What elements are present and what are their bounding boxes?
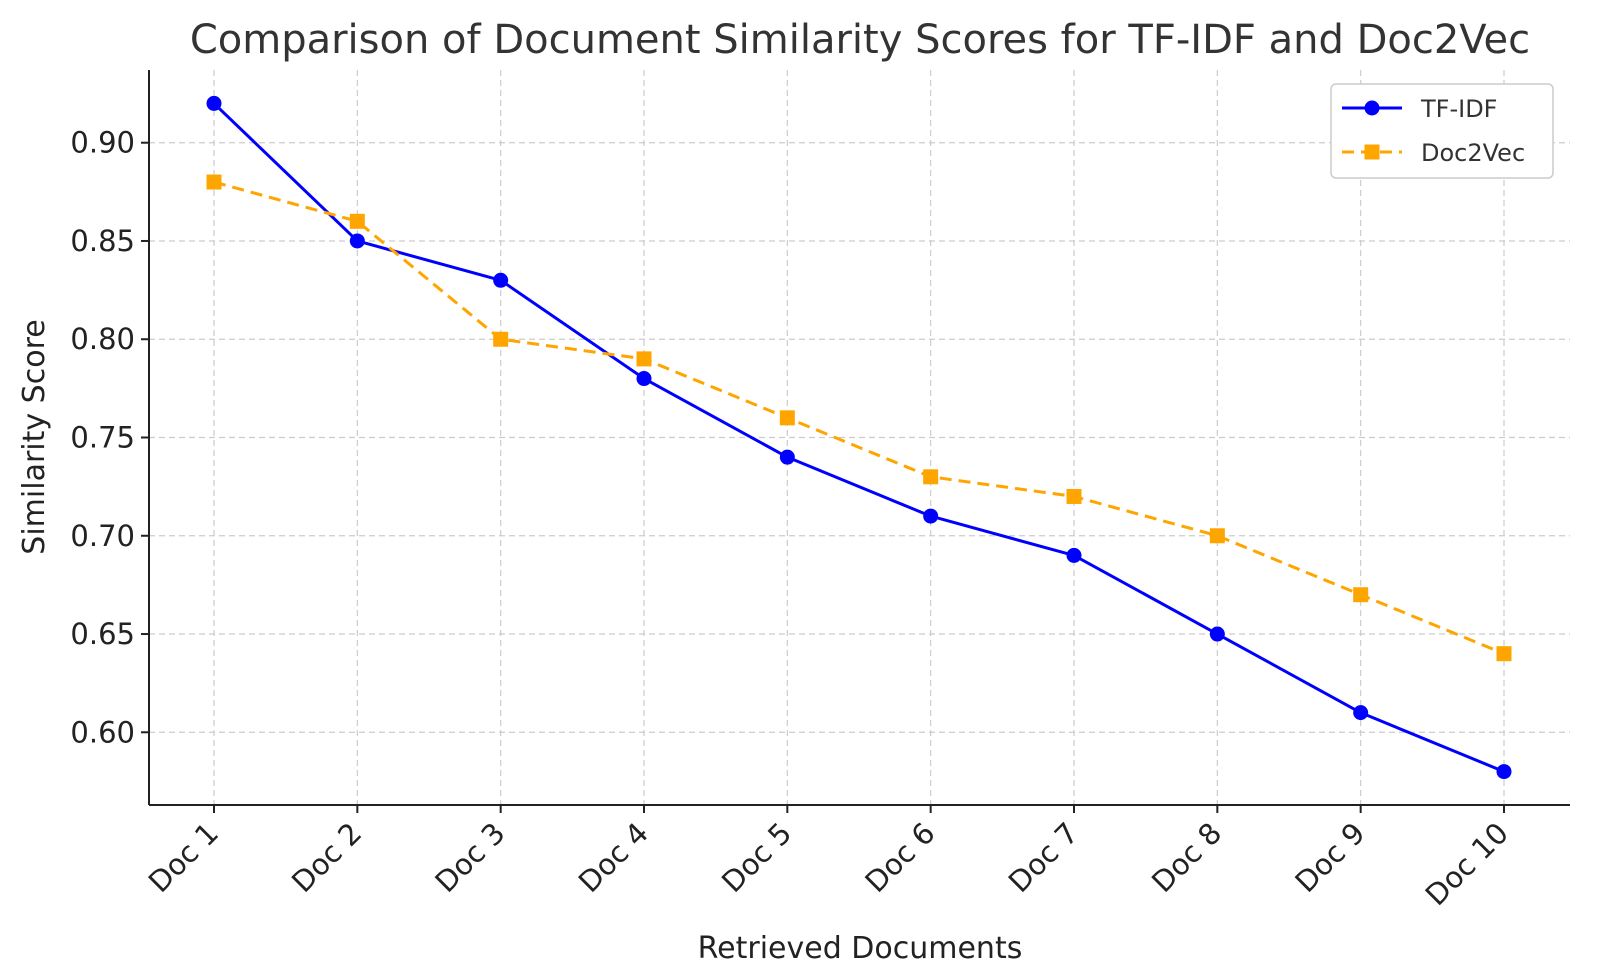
legend-marker	[1364, 100, 1380, 116]
data-point	[923, 508, 939, 524]
data-point	[636, 371, 652, 387]
data-point	[1066, 547, 1082, 563]
data-point	[493, 272, 509, 288]
data-point	[1353, 705, 1369, 721]
y-tick-label: 0.85	[70, 224, 135, 258]
data-point	[1496, 646, 1512, 662]
series-tf-idf	[206, 95, 1512, 780]
y-tick-label: 0.65	[70, 617, 135, 651]
legend-marker	[1364, 144, 1380, 160]
x-tick-label: Doc 9	[1288, 816, 1371, 899]
x-ticks: Doc 1 Doc 2 Doc 3 Doc 4 Doc 5 Doc 6 Doc 7 Doc 8…	[142, 805, 1515, 912]
legend: TF-IDF Doc2Vec	[1330, 83, 1554, 179]
x-tick-label: Doc 8	[1145, 816, 1228, 899]
x-tick-label: Doc 6	[858, 816, 941, 899]
y-tick-label: 0.90	[70, 126, 135, 160]
legend-label: TF-IDF	[1420, 95, 1498, 123]
y-tick-label: 0.70	[70, 519, 135, 553]
y-tick-label: 0.80	[70, 322, 135, 356]
y-tick-label: 0.60	[70, 715, 135, 749]
data-point	[349, 233, 365, 249]
chart-title: Comparison of Document Similarity Scores…	[190, 17, 1530, 63]
x-tick-label: Doc 4	[572, 816, 655, 899]
grid-lines	[149, 70, 1570, 805]
legend-item: TF-IDF	[1342, 95, 1498, 123]
y-tick-label: 0.75	[70, 421, 135, 455]
data-point	[206, 174, 222, 190]
data-point	[636, 351, 652, 367]
series-line	[212, 102, 1505, 773]
data-point	[206, 95, 222, 111]
x-tick-label: Doc 1	[142, 816, 225, 899]
x-tick-label: Doc 3	[428, 816, 511, 899]
series-line	[213, 180, 1505, 656]
y-axis-label: Similarity Score	[17, 319, 52, 554]
x-tick-label: Doc 2	[285, 816, 368, 899]
legend-label: Doc2Vec	[1421, 139, 1525, 167]
data-point	[493, 331, 509, 347]
data-point	[1209, 528, 1225, 544]
series-doc2vec	[206, 174, 1512, 662]
data-point	[1209, 626, 1225, 642]
x-tick-label: Doc 5	[715, 816, 798, 899]
data-point	[1066, 488, 1082, 504]
x-tick-label: Doc 7	[1002, 816, 1085, 899]
data-point	[923, 469, 939, 485]
x-tick-label: Doc 10	[1419, 816, 1515, 912]
data-point	[1496, 764, 1512, 780]
legend-item: Doc2Vec	[1342, 139, 1525, 167]
x-axis-label: Retrieved Documents	[698, 931, 1023, 966]
data-point	[779, 410, 795, 426]
data-point	[349, 213, 365, 229]
data-point	[1353, 587, 1369, 603]
y-ticks: 0.60 0.65 0.70 0.75 0.80 0.85 0.90	[70, 126, 149, 749]
data-point	[779, 449, 795, 465]
series-group	[206, 95, 1512, 780]
